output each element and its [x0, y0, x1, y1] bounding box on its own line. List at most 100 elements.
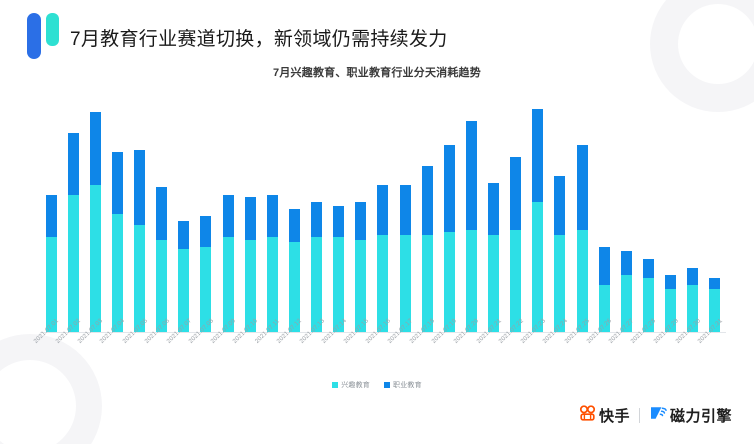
legend-item[interactable]: 职业教育 [384, 380, 422, 390]
bar-column[interactable] [483, 96, 505, 332]
bar-segment-xingqu[interactable] [488, 234, 500, 332]
bar-stack[interactable] [89, 111, 101, 332]
bar-segment-zhiye[interactable] [554, 175, 566, 235]
bar-segment-zhiye[interactable] [709, 277, 721, 290]
bar-stack[interactable] [288, 208, 300, 332]
bar-stack[interactable] [200, 215, 212, 332]
bar-stack[interactable] [355, 201, 367, 332]
bar-column[interactable] [151, 96, 173, 332]
bar-stack[interactable] [554, 175, 566, 332]
bar-segment-zhiye[interactable] [311, 201, 323, 238]
bar-segment-xingqu[interactable] [421, 234, 433, 332]
bar-column[interactable] [637, 96, 659, 332]
bar-segment-zhiye[interactable] [510, 156, 522, 231]
bar-stack[interactable] [443, 144, 455, 332]
bar-stack[interactable] [709, 277, 721, 332]
bar-segment-xingqu[interactable] [244, 239, 256, 332]
bar-segment-zhiye[interactable] [200, 215, 212, 247]
bar-column[interactable] [84, 96, 106, 332]
bar-column[interactable] [460, 96, 482, 332]
bar-column[interactable] [660, 96, 682, 332]
bar-segment-xingqu[interactable] [178, 249, 190, 332]
bar-segment-zhiye[interactable] [421, 166, 433, 235]
bar-segment-zhiye[interactable] [45, 194, 57, 238]
bar-segment-xingqu[interactable] [89, 185, 101, 332]
bar-segment-zhiye[interactable] [620, 251, 632, 276]
bar-segment-zhiye[interactable] [222, 194, 234, 238]
bar-segment-zhiye[interactable] [156, 187, 168, 240]
bar-stack[interactable] [333, 206, 345, 332]
bar-segment-xingqu[interactable] [465, 230, 477, 332]
bar-column[interactable] [394, 96, 416, 332]
bar-segment-xingqu[interactable] [642, 277, 654, 332]
bar-column[interactable] [283, 96, 305, 332]
bar-segment-zhiye[interactable] [111, 151, 123, 214]
bar-segment-zhiye[interactable] [465, 121, 477, 231]
bar-stack[interactable] [665, 275, 677, 332]
bar-column[interactable] [704, 96, 726, 332]
bar-segment-xingqu[interactable] [266, 237, 278, 332]
bar-column[interactable] [261, 96, 283, 332]
bar-column[interactable] [350, 96, 372, 332]
bar-stack[interactable] [45, 194, 57, 332]
bar-segment-zhiye[interactable] [598, 246, 610, 285]
bar-column[interactable] [615, 96, 637, 332]
bar-column[interactable] [62, 96, 84, 332]
bar-column[interactable] [571, 96, 593, 332]
bar-segment-zhiye[interactable] [355, 201, 367, 240]
bar-segment-xingqu[interactable] [709, 289, 721, 332]
bar-segment-xingqu[interactable] [510, 230, 522, 332]
bar-stack[interactable] [156, 187, 168, 332]
bar-segment-zhiye[interactable] [333, 206, 345, 238]
bar-column[interactable] [438, 96, 460, 332]
bar-segment-zhiye[interactable] [178, 220, 190, 250]
bar-stack[interactable] [421, 166, 433, 332]
bar-segment-xingqu[interactable] [222, 237, 234, 332]
bar-stack[interactable] [266, 194, 278, 332]
bar-segment-xingqu[interactable] [532, 201, 544, 332]
bar-stack[interactable] [532, 109, 544, 332]
bar-column[interactable] [306, 96, 328, 332]
bar-segment-xingqu[interactable] [288, 241, 300, 332]
bar-segment-zhiye[interactable] [687, 268, 699, 285]
bar-segment-xingqu[interactable] [45, 237, 57, 332]
bar-column[interactable] [217, 96, 239, 332]
bar-column[interactable] [372, 96, 394, 332]
bar-stack[interactable] [134, 149, 146, 332]
bar-segment-zhiye[interactable] [266, 194, 278, 238]
bar-column[interactable] [328, 96, 350, 332]
bar-segment-xingqu[interactable] [576, 230, 588, 332]
bar-segment-xingqu[interactable] [443, 232, 455, 332]
bar-stack[interactable] [687, 268, 699, 332]
bar-stack[interactable] [598, 246, 610, 332]
bar-segment-zhiye[interactable] [67, 132, 79, 195]
bar-segment-zhiye[interactable] [488, 182, 500, 235]
bar-segment-xingqu[interactable] [67, 194, 79, 332]
bar-segment-xingqu[interactable] [399, 234, 411, 332]
bar-stack[interactable] [111, 151, 123, 332]
bar-segment-zhiye[interactable] [89, 111, 101, 186]
bar-segment-zhiye[interactable] [532, 109, 544, 202]
bar-column[interactable] [129, 96, 151, 332]
bar-column[interactable] [239, 96, 261, 332]
bar-stack[interactable] [576, 144, 588, 332]
bar-segment-xingqu[interactable] [333, 237, 345, 332]
bar-segment-zhiye[interactable] [377, 185, 389, 235]
bar-segment-xingqu[interactable] [311, 237, 323, 332]
bar-segment-zhiye[interactable] [665, 275, 677, 290]
bar-segment-zhiye[interactable] [642, 258, 654, 278]
bar-segment-xingqu[interactable] [377, 234, 389, 332]
bar-segment-xingqu[interactable] [200, 246, 212, 332]
bar-segment-zhiye[interactable] [399, 185, 411, 235]
bar-segment-xingqu[interactable] [687, 284, 699, 332]
bar-segment-zhiye[interactable] [244, 196, 256, 240]
bar-segment-xingqu[interactable] [598, 284, 610, 332]
bar-segment-zhiye[interactable] [576, 144, 588, 231]
bar-stack[interactable] [377, 185, 389, 332]
bar-column[interactable] [173, 96, 195, 332]
bar-column[interactable] [505, 96, 527, 332]
bar-stack[interactable] [488, 182, 500, 332]
bar-stack[interactable] [244, 196, 256, 332]
bar-column[interactable] [527, 96, 549, 332]
bar-segment-xingqu[interactable] [156, 239, 168, 332]
